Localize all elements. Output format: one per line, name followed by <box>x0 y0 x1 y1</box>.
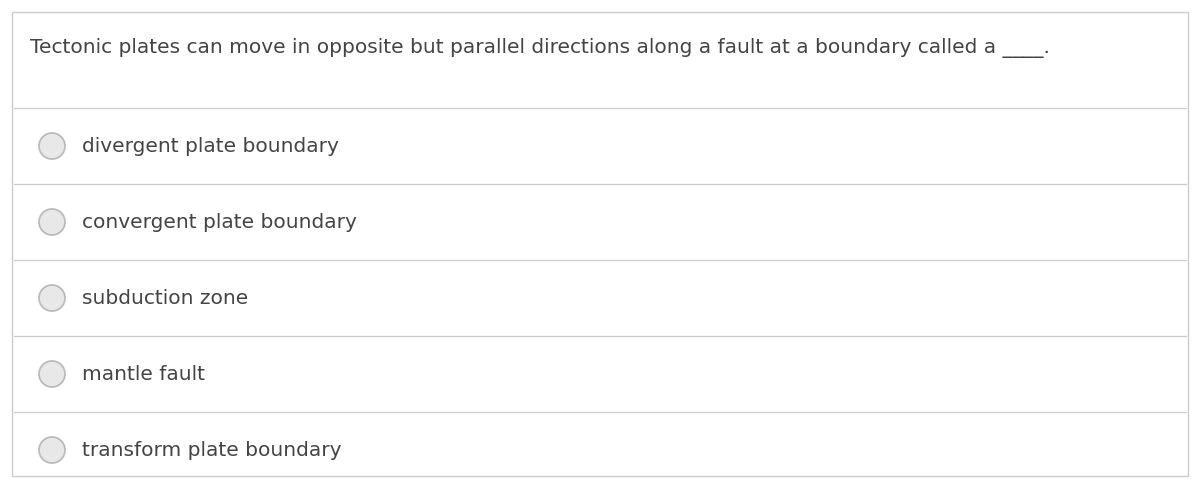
Ellipse shape <box>38 285 65 311</box>
Text: mantle fault: mantle fault <box>82 365 205 384</box>
Ellipse shape <box>38 437 65 463</box>
Ellipse shape <box>38 361 65 387</box>
Text: subduction zone: subduction zone <box>82 288 248 307</box>
Ellipse shape <box>38 209 65 235</box>
Text: Tectonic plates can move in opposite but parallel directions along a fault at a : Tectonic plates can move in opposite but… <box>30 38 1050 58</box>
Text: transform plate boundary: transform plate boundary <box>82 441 342 460</box>
FancyBboxPatch shape <box>12 12 1188 476</box>
Text: divergent plate boundary: divergent plate boundary <box>82 137 338 156</box>
Ellipse shape <box>38 133 65 159</box>
Text: convergent plate boundary: convergent plate boundary <box>82 212 356 231</box>
